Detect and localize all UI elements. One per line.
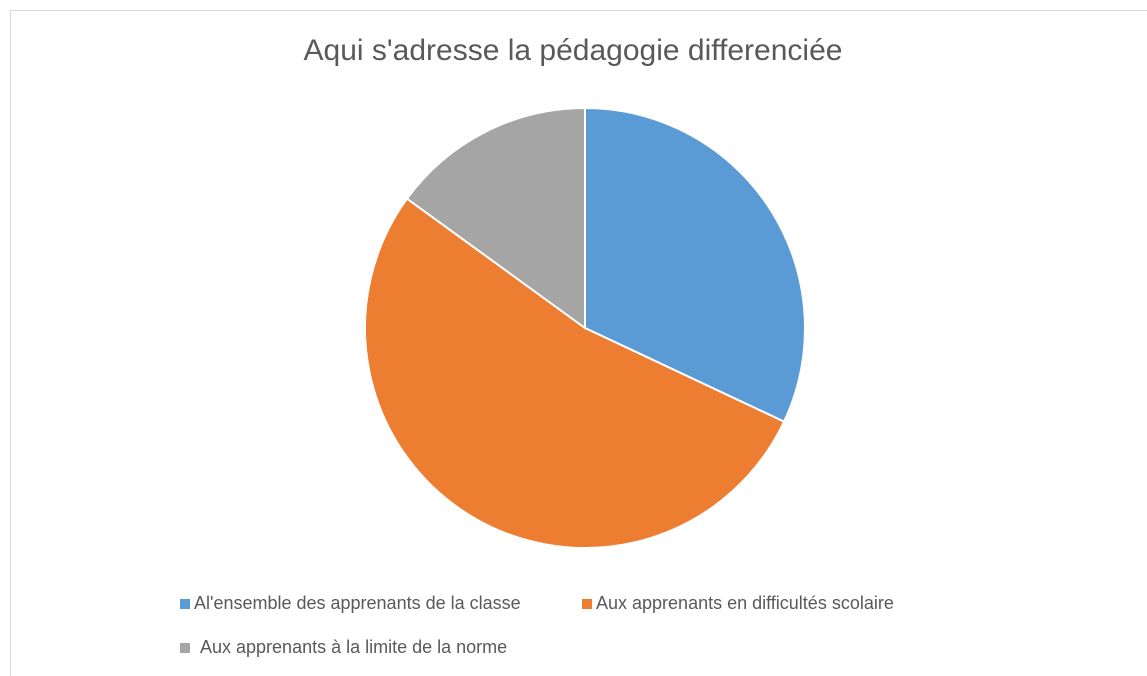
legend-label: Al'ensemble des apprenants de la classe [194,593,521,613]
legend-marker [180,643,190,653]
chart-title: Aqui s'adresse la pédagogie differenciée [304,34,843,67]
pie-slice [405,106,586,330]
legend-label: Aux apprenants en difficultés scolaire [596,593,894,613]
legend-marker [180,599,190,609]
legend-label: Aux apprenants à la limite de la norme [200,637,507,657]
pie-slice [364,197,786,549]
pie-slice [584,106,806,424]
legend-marker [582,599,592,609]
